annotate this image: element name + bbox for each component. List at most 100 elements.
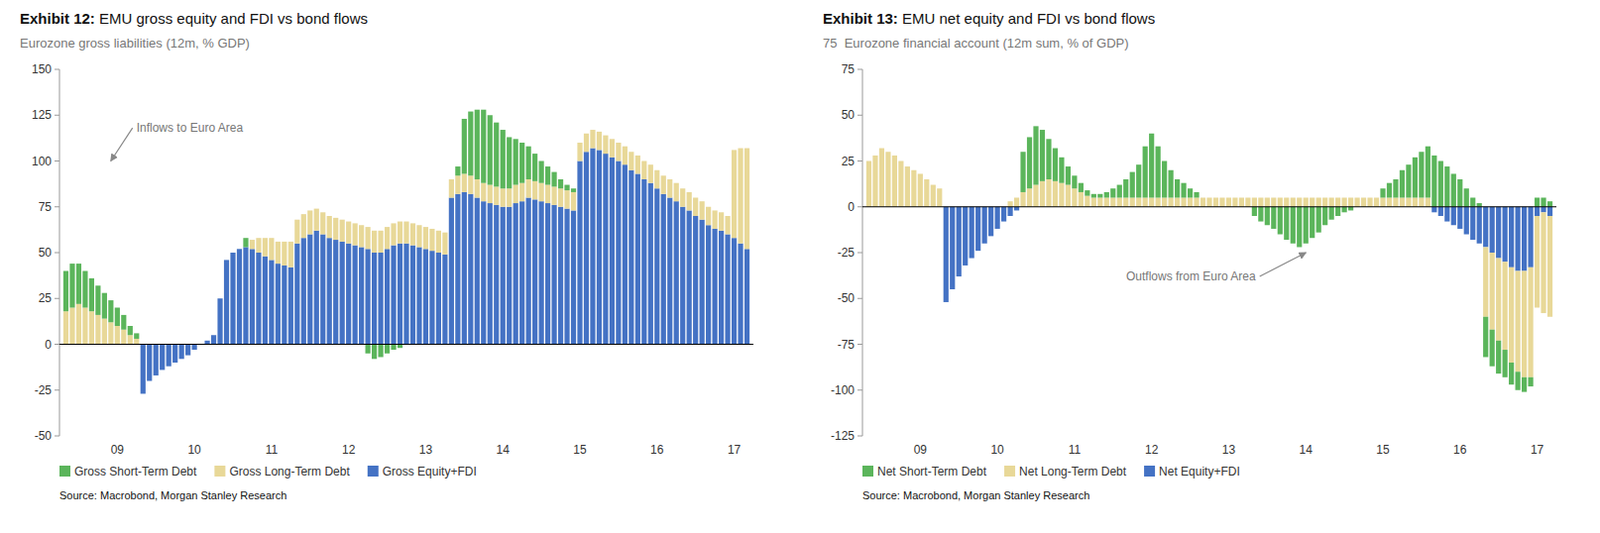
bar-segment (923, 179, 929, 208)
y-tick (54, 436, 60, 438)
bar-segment (1007, 201, 1013, 203)
bar-segment (1155, 146, 1161, 199)
bar-segment (211, 335, 217, 337)
bar-segment (686, 192, 692, 212)
bar-segment (1348, 198, 1354, 208)
bar-segment (1483, 246, 1488, 317)
bar-segment (558, 188, 564, 208)
bar-segment (352, 223, 358, 245)
bar-segment (403, 243, 409, 345)
bar-segment (133, 339, 139, 345)
bar-segment (371, 252, 377, 345)
bar-segment (1335, 207, 1341, 217)
bar-segment (1245, 197, 1251, 199)
chart-panel: Exhibit 12: EMU gross equity and FDI vs … (19, 9, 754, 502)
bar-segment (1032, 185, 1038, 208)
bar-segment (615, 161, 621, 345)
bar-segment (1527, 267, 1533, 378)
y-tick (857, 206, 863, 208)
bar-segment (1052, 181, 1058, 208)
bar-segment (89, 311, 95, 344)
y-tick (857, 114, 863, 116)
bar-segment (699, 220, 705, 345)
bar-segment (1193, 192, 1199, 199)
bar-segment (905, 166, 911, 168)
bar-segment (576, 142, 582, 144)
bar-segment (358, 225, 364, 227)
legend-swatch (1004, 465, 1016, 477)
bar-segment (211, 335, 217, 337)
bar-segment (1123, 198, 1129, 208)
bar-segment (1283, 207, 1289, 240)
bar-segment (179, 344, 185, 360)
bar-segment (661, 175, 667, 177)
bar-segment (423, 227, 429, 229)
bar-segment (519, 183, 525, 203)
bar-segment (506, 188, 512, 208)
bar-segment (255, 252, 261, 345)
y-tick (54, 160, 60, 162)
bar-segment (352, 223, 358, 225)
bar-segment (1431, 155, 1437, 208)
bar-segment (1161, 198, 1167, 208)
bar-segment (1200, 197, 1206, 199)
bar-segment (628, 151, 634, 153)
bar-segment (410, 223, 416, 225)
bar-segment (699, 201, 705, 221)
bar-segment (718, 212, 724, 214)
bar-segment (377, 230, 383, 253)
bar-segment (1335, 198, 1341, 208)
bar-segment (455, 175, 460, 195)
bar-segment (159, 344, 165, 371)
bar-segment (1470, 198, 1476, 208)
bar-segment (1521, 207, 1527, 272)
bar-segment (1097, 194, 1103, 199)
bar-segment (1451, 207, 1457, 227)
bar-segment (1219, 198, 1225, 208)
bar-segment (1431, 207, 1437, 214)
bar-segment (204, 341, 210, 345)
bar-segment (1187, 198, 1193, 208)
x-tick-label: 10 (990, 443, 1005, 458)
bar-segment (455, 194, 460, 345)
bar-segment (705, 225, 711, 344)
bar-segment (988, 207, 994, 237)
bar-segment (1303, 198, 1309, 208)
x-tick-label: 12 (1144, 443, 1159, 458)
bar-segment (1193, 198, 1199, 208)
bar-segment (1521, 271, 1527, 378)
bar-segment (705, 207, 711, 227)
bar-segment (217, 298, 223, 300)
title-part: EMU gross equity and FDI vs bond flows (95, 9, 368, 27)
bar-segment (288, 241, 294, 268)
bar-segment (1104, 192, 1110, 199)
bar-segment (667, 179, 673, 181)
bar-segment (583, 151, 589, 344)
y-tick (857, 436, 863, 438)
bar-segment (936, 188, 942, 190)
bar-segment (635, 154, 641, 156)
bar-segment (384, 248, 390, 344)
annotation: Inflows to Euro Area (136, 120, 244, 135)
bar-segment (1540, 207, 1546, 214)
bar-segment (1354, 197, 1360, 199)
bar-segment (724, 216, 730, 218)
bar-segment (133, 333, 139, 340)
bar-segment (1014, 197, 1020, 199)
y-tick (54, 69, 60, 71)
y-tick-label: -25 (34, 383, 53, 398)
bar-segment (1464, 188, 1470, 208)
bar-segment (628, 151, 634, 171)
bar-segment (731, 149, 737, 238)
legend-swatch (367, 465, 379, 477)
bar-segment (1515, 371, 1521, 391)
legend-swatch (862, 465, 874, 477)
bar-segment (674, 201, 680, 344)
bar-segment (114, 308, 120, 328)
bar-segment (63, 271, 69, 313)
bar-segment (1477, 203, 1483, 208)
bar-segment (571, 192, 576, 212)
title-part: EMU net equity and FDI vs bond flows (898, 9, 1155, 27)
bar-segment (229, 252, 235, 254)
x-tick-label: 13 (419, 443, 434, 458)
